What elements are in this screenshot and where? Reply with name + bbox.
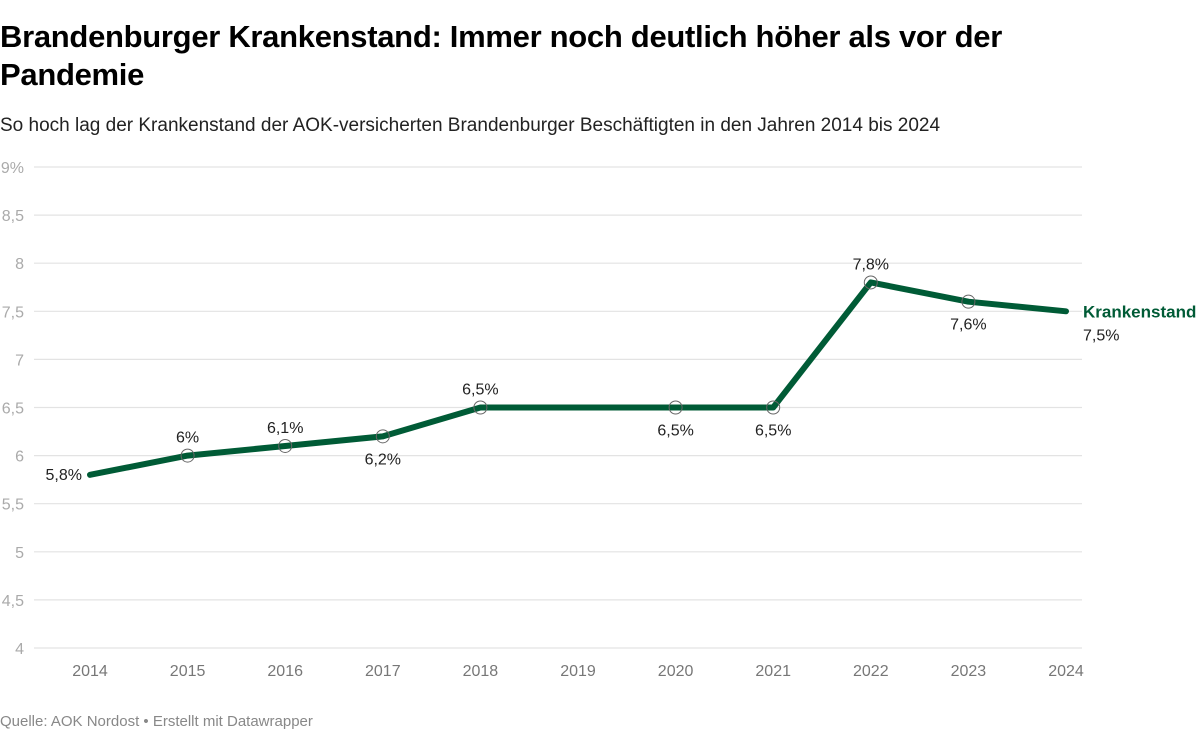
y-axis-ticks: 4 4,5 5 5,5 6 6,5 7 7,5 8 8,5 9% <box>1 160 24 658</box>
data-label: 6,5% <box>462 382 498 399</box>
y-tick-label: 5,5 <box>2 497 24 514</box>
data-label: 7,5% <box>1083 327 1119 344</box>
y-tick-label: 5 <box>15 545 24 562</box>
data-point-marker <box>863 275 878 290</box>
data-label: 6,5% <box>755 423 791 440</box>
y-tick-label: 9% <box>1 160 24 177</box>
y-tick-label: 4,5 <box>2 593 24 610</box>
x-tick-label: 2023 <box>951 663 987 680</box>
chart-subtitle: So hoch lag der Krankenstand der AOK-ver… <box>0 115 941 136</box>
y-tick-label: 7 <box>15 352 24 369</box>
data-point-marker <box>375 429 390 444</box>
x-tick-label: 2018 <box>463 663 499 680</box>
series-line <box>87 279 1069 478</box>
data-label: 7,6% <box>950 317 986 334</box>
x-tick-label: 2022 <box>853 663 889 680</box>
x-tick-label: 2019 <box>560 663 596 680</box>
data-labels: 5,8% 6% 6,1% 6,2% 6,5% 6,5% 6,5% 7,8% 7,6% Kranke… <box>46 256 1197 483</box>
gridlines <box>34 166 1082 649</box>
data-label: 5,8% <box>46 467 82 484</box>
data-label: 6,2% <box>365 451 401 468</box>
x-tick-label: 2015 <box>170 663 206 680</box>
data-label: 6,1% <box>267 420 303 437</box>
chart-title: Brandenburger Krankenstand: Immer noch d… <box>0 19 1002 92</box>
data-points <box>180 275 976 463</box>
x-tick-label: 2014 <box>72 663 108 680</box>
series-line-krankenstand <box>87 279 1069 478</box>
x-axis-ticks: 2014 2015 2016 2017 2018 2019 2020 2021 2022 2023… <box>72 663 1084 680</box>
x-tick-label: 2024 <box>1048 663 1084 680</box>
x-tick-label: 2017 <box>365 663 401 680</box>
data-point-marker <box>180 448 195 463</box>
data-point-marker <box>961 294 976 309</box>
x-tick-label: 2021 <box>755 663 791 680</box>
x-tick-label: 2016 <box>267 663 303 680</box>
series-label: Krankenstand <box>1083 302 1196 321</box>
y-tick-label: 8 <box>15 256 24 273</box>
y-tick-label: 4 <box>15 641 24 658</box>
y-tick-label: 6,5 <box>2 401 24 418</box>
data-point-marker <box>668 400 683 415</box>
data-point-marker <box>473 400 488 415</box>
data-label: 6,5% <box>657 423 693 440</box>
y-tick-label: 8,5 <box>2 208 24 225</box>
y-tick-label: 7,5 <box>2 304 24 321</box>
source-note: Quelle: AOK Nordost • Erstellt mit Dataw… <box>0 713 313 730</box>
data-label: 7,8% <box>853 256 889 273</box>
y-tick-label: 6 <box>15 449 24 466</box>
data-point-marker <box>766 400 781 415</box>
data-point-marker <box>278 438 293 453</box>
data-label: 6% <box>176 430 199 447</box>
x-tick-label: 2020 <box>658 663 694 680</box>
